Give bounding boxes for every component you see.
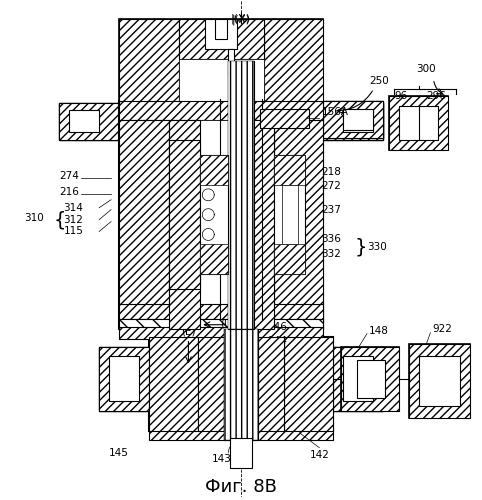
Bar xyxy=(274,244,306,274)
Bar xyxy=(409,344,470,418)
Bar xyxy=(323,100,383,138)
Text: |(X): |(X) xyxy=(232,14,250,25)
Bar xyxy=(389,96,448,150)
Text: 146: 146 xyxy=(268,322,288,332)
Bar xyxy=(323,100,383,138)
Bar xyxy=(343,356,373,401)
Text: 237: 237 xyxy=(321,204,341,214)
Bar xyxy=(201,155,228,274)
Bar xyxy=(343,110,373,132)
Text: |(X): |(X) xyxy=(231,14,251,24)
Bar xyxy=(274,120,323,328)
Bar xyxy=(199,336,283,431)
Bar xyxy=(169,140,201,289)
Text: 142: 142 xyxy=(309,450,329,460)
Bar xyxy=(119,100,323,328)
Text: 145: 145 xyxy=(109,448,129,458)
Text: Фиг. 8B: Фиг. 8B xyxy=(205,478,277,496)
Bar xyxy=(274,155,306,185)
Text: 330: 330 xyxy=(367,242,387,252)
Bar xyxy=(199,336,224,431)
Bar xyxy=(242,120,274,328)
Bar xyxy=(119,19,323,103)
Bar xyxy=(274,155,306,274)
Bar xyxy=(343,108,373,130)
Bar xyxy=(264,19,323,103)
Bar xyxy=(149,336,199,431)
Text: 156A: 156A xyxy=(321,108,348,118)
Text: 300: 300 xyxy=(416,64,436,74)
Bar xyxy=(169,120,274,328)
Text: 148: 148 xyxy=(369,326,389,336)
Bar xyxy=(357,360,385,398)
Text: 312: 312 xyxy=(64,214,83,224)
Bar xyxy=(341,346,399,411)
Bar xyxy=(258,336,283,431)
Bar xyxy=(201,244,228,274)
Text: 922: 922 xyxy=(432,324,452,334)
Bar xyxy=(228,61,254,328)
Bar xyxy=(224,328,258,440)
Text: 310: 310 xyxy=(24,212,44,222)
Bar xyxy=(323,102,383,140)
Text: 332: 332 xyxy=(321,250,341,260)
Text: }: } xyxy=(355,238,368,257)
Bar xyxy=(228,61,254,328)
Bar xyxy=(205,19,237,49)
Bar xyxy=(69,110,99,132)
Text: 296: 296 xyxy=(427,90,446,101)
Text: (E): (E) xyxy=(181,326,196,336)
Bar xyxy=(281,185,297,244)
Text: 96: 96 xyxy=(394,90,407,101)
Bar xyxy=(228,49,234,77)
Bar xyxy=(178,59,264,104)
Text: 143: 143 xyxy=(212,454,232,464)
Bar xyxy=(409,344,470,418)
Bar xyxy=(119,19,178,103)
Bar xyxy=(99,346,149,411)
Bar xyxy=(333,346,383,411)
Text: 115: 115 xyxy=(64,226,83,236)
Bar xyxy=(149,428,333,440)
Text: 216: 216 xyxy=(59,187,80,197)
Bar xyxy=(201,155,228,185)
Text: 314: 314 xyxy=(64,202,83,212)
Text: 272: 272 xyxy=(321,181,341,191)
Bar xyxy=(99,346,149,411)
Bar xyxy=(215,19,227,39)
Bar xyxy=(341,346,399,411)
Bar xyxy=(119,304,323,319)
Text: 274: 274 xyxy=(59,171,80,181)
Bar xyxy=(399,106,438,140)
Text: 250: 250 xyxy=(369,76,388,86)
Text: 336: 336 xyxy=(321,234,341,244)
Bar xyxy=(283,336,333,431)
Bar xyxy=(59,102,119,140)
Text: 218: 218 xyxy=(321,167,341,177)
Bar xyxy=(224,328,258,440)
Bar xyxy=(230,438,252,468)
Bar xyxy=(418,356,460,406)
Bar xyxy=(178,19,264,59)
Bar xyxy=(323,102,383,140)
Bar xyxy=(389,96,448,150)
Bar xyxy=(169,120,201,328)
Bar xyxy=(149,336,333,431)
Bar xyxy=(260,108,309,128)
Bar xyxy=(119,319,323,328)
Bar xyxy=(119,100,323,120)
Text: (U): (U) xyxy=(220,318,236,328)
Text: 144: 144 xyxy=(268,336,288,345)
Bar xyxy=(333,346,383,411)
Bar xyxy=(119,120,169,328)
Text: {: { xyxy=(54,210,66,229)
Bar xyxy=(59,102,119,140)
Bar xyxy=(109,356,139,401)
Bar xyxy=(119,326,323,338)
